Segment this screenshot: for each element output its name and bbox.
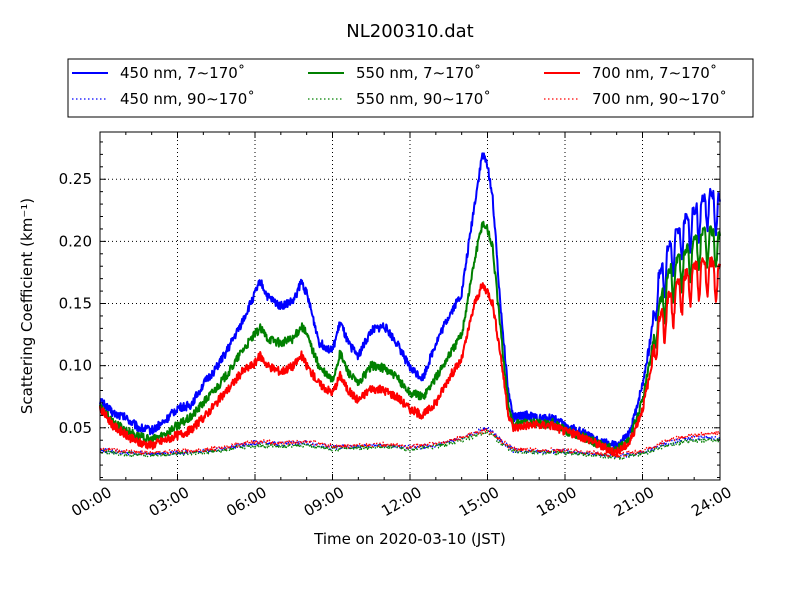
series-line (99, 152, 721, 451)
legend-label: 550 nm, 7∼170˚ (356, 64, 481, 82)
legend-label: 550 nm, 90∼170˚ (356, 90, 491, 108)
y-tick-label: 0.25 (59, 170, 92, 188)
legend-label: 700 nm, 7∼170˚ (592, 64, 717, 82)
x-tick-label: 24:00 (688, 483, 734, 520)
x-tick-label: 12:00 (378, 483, 424, 520)
y-tick-labels: 0.05 0.10 0.15 0.20 0.25 (59, 170, 92, 437)
legend: 450 nm, 7∼170˚ 450 nm, 90∼170˚ 550 nm, 7∼1… (67, 58, 754, 118)
x-tick-label: 03:00 (146, 483, 192, 520)
plot-area (99, 131, 721, 481)
series-layer (99, 152, 721, 460)
legend-label: 700 nm, 90∼170˚ (592, 90, 727, 108)
legend-label: 450 nm, 7∼170˚ (120, 64, 245, 82)
x-tick-label: 15:00 (456, 483, 502, 520)
x-tick-label: 09:00 (301, 483, 347, 520)
series-line (99, 426, 721, 459)
chart-title: NL200310.dat (346, 21, 473, 42)
x-tick-label: 21:00 (611, 483, 657, 520)
y-tick-label: 0.15 (59, 295, 92, 313)
y-tick-label: 0.05 (59, 419, 92, 437)
series-line (99, 256, 721, 458)
x-tick-labels: 00:00 03:00 06:00 09:00 12:00 15:00 18:00 21:00… (68, 483, 734, 520)
x-axis-label: Time on 2020-03-10 (JST) (313, 530, 506, 548)
y-tick-label: 0.10 (59, 357, 92, 375)
x-tick-label: 18:00 (533, 483, 579, 520)
y-axis-label: Scattering Coefficient (km⁻¹) (18, 198, 36, 414)
grid (100, 132, 720, 480)
legend-label: 450 nm, 90∼170˚ (120, 90, 255, 108)
legend-frame (67, 58, 754, 118)
x-tick-label: 00:00 (68, 483, 114, 520)
y-tick-label: 0.20 (59, 232, 92, 250)
ticks (99, 132, 721, 480)
x-tick-label: 06:00 (223, 483, 269, 520)
